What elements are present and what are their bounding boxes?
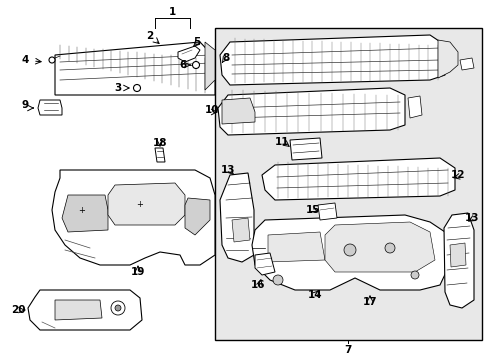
Text: 16: 16 [250,280,264,290]
Polygon shape [204,42,215,90]
Circle shape [343,244,355,256]
Polygon shape [251,215,447,290]
Circle shape [192,62,199,68]
Text: 19: 19 [131,267,145,277]
Text: 8: 8 [222,53,229,63]
Text: 11: 11 [274,137,289,147]
Text: 9: 9 [21,100,28,110]
Circle shape [115,305,121,311]
Polygon shape [459,58,473,70]
Text: 3: 3 [114,83,122,93]
Polygon shape [62,195,108,232]
Circle shape [133,85,140,91]
Polygon shape [55,42,215,95]
Circle shape [272,275,283,285]
Polygon shape [55,300,102,320]
Text: 10: 10 [204,105,219,115]
Polygon shape [325,222,434,272]
Text: 2: 2 [146,31,153,41]
Text: +: + [79,206,85,215]
Polygon shape [449,243,465,267]
Text: 20: 20 [11,305,25,315]
Polygon shape [184,198,209,235]
Text: 4: 4 [21,55,29,65]
Text: +: + [136,199,143,208]
Text: 13: 13 [464,213,478,223]
Polygon shape [52,170,215,265]
Polygon shape [262,158,454,200]
Polygon shape [254,253,274,275]
Circle shape [410,271,418,279]
Circle shape [111,301,125,315]
Text: 15: 15 [305,205,320,215]
Polygon shape [108,183,184,225]
Polygon shape [218,88,404,135]
Circle shape [384,243,394,253]
Polygon shape [220,173,253,262]
Polygon shape [443,213,473,308]
Polygon shape [28,290,142,330]
Circle shape [49,57,55,63]
Text: 7: 7 [344,345,351,355]
Text: 12: 12 [450,170,464,180]
Polygon shape [407,96,421,118]
Text: 18: 18 [152,138,167,148]
Text: 14: 14 [307,290,322,300]
Polygon shape [215,28,481,340]
Text: 17: 17 [362,297,377,307]
Polygon shape [38,100,62,115]
Text: 13: 13 [220,165,235,175]
Polygon shape [178,46,200,62]
Polygon shape [437,40,457,78]
Polygon shape [267,232,325,262]
Polygon shape [317,203,336,220]
Text: 1: 1 [168,7,175,17]
Polygon shape [289,138,321,160]
Polygon shape [155,148,164,162]
Polygon shape [222,98,254,124]
Text: 6: 6 [179,60,186,70]
Text: 5: 5 [193,37,200,47]
Polygon shape [220,35,444,85]
Polygon shape [231,218,249,242]
